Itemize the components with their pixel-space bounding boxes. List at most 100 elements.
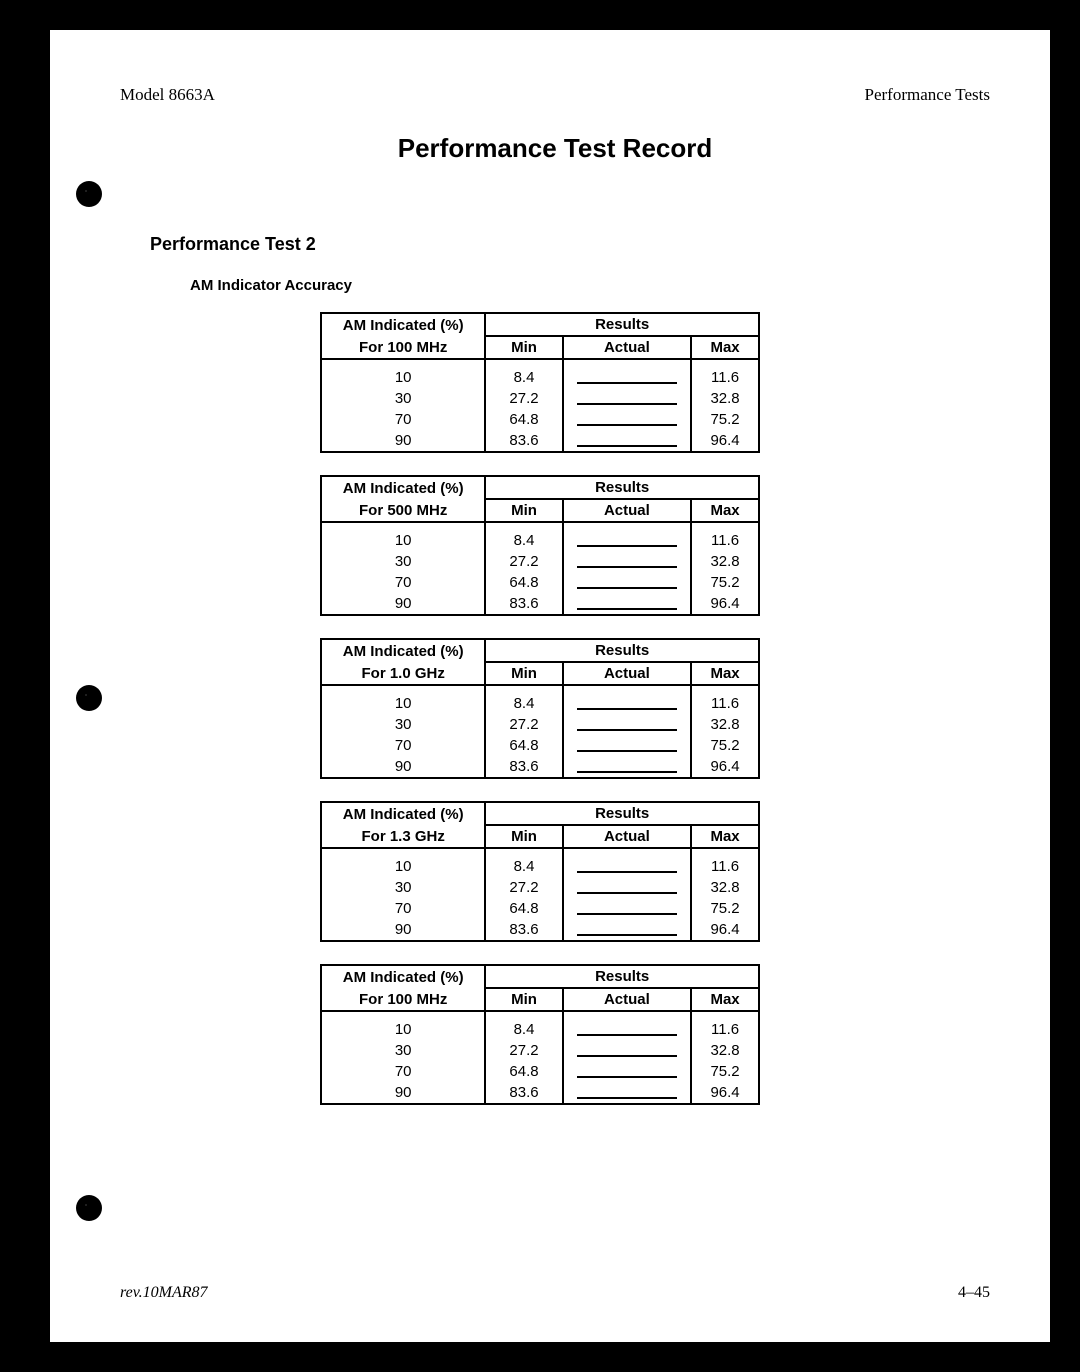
table-row: 108.411.6 — [321, 530, 759, 551]
cell-max: 32.8 — [691, 714, 759, 735]
table-row: 108.411.6 — [321, 1019, 759, 1040]
cell-am: 10 — [321, 1019, 485, 1040]
cell-min: 64.8 — [485, 735, 562, 756]
table-row: 108.411.6 — [321, 693, 759, 714]
cell-am: 90 — [321, 430, 485, 452]
cell-actual — [563, 919, 691, 941]
table-row: 7064.8 75.2 — [321, 409, 759, 430]
table-row: 3027.2 32.8 — [321, 877, 759, 898]
blank-line — [577, 1045, 677, 1057]
table-row: 9083.696.4 — [321, 593, 759, 615]
cell-am: 10 — [321, 367, 485, 388]
cell-max: 75.2 — [691, 735, 759, 756]
table-row: 9083.696.4 — [321, 756, 759, 778]
cell-min: 27.2 — [485, 551, 562, 572]
cell-am: 90 — [321, 1082, 485, 1104]
cell-max: 75.2 — [691, 1061, 759, 1082]
col-header-am: AM Indicated (%) — [321, 802, 485, 825]
blank-line — [577, 903, 677, 915]
col-header-am: AM Indicated (%) — [321, 313, 485, 336]
table-row: 108.4 11.6 — [321, 367, 759, 388]
cell-max: 11.6 — [691, 856, 759, 877]
cell-max: 11.6 — [691, 367, 759, 388]
test-table: AM Indicated (%)ResultsFor 100 MHzMinAct… — [320, 964, 760, 1105]
col-header-am: AM Indicated (%) — [321, 476, 485, 499]
blank-line — [577, 924, 677, 936]
col-header-actual: Actual — [563, 336, 691, 359]
table-row: 7064.8 75.2 — [321, 1061, 759, 1082]
cell-am: 70 — [321, 898, 485, 919]
running-footer: rev.10MAR87 4–45 — [120, 1284, 990, 1302]
col-header-max: Max — [691, 336, 759, 359]
blank-line — [577, 740, 677, 752]
cell-am: 90 — [321, 919, 485, 941]
test-table: AM Indicated (%)ResultsFor 100 MHzMinAct… — [320, 312, 760, 453]
freq-label: For 100 MHz — [321, 988, 485, 1011]
table-row: 7064.875.2 — [321, 572, 759, 593]
blank-line — [577, 1087, 677, 1099]
blank-line — [577, 372, 677, 384]
freq-label: For 1.3 GHz — [321, 825, 485, 848]
scanned-page: Model 8663A Performance Tests Performanc… — [50, 30, 1050, 1342]
blank-line — [577, 535, 677, 547]
page-title: Performance Test Record — [120, 133, 990, 164]
cell-actual — [563, 735, 691, 756]
cell-min: 27.2 — [485, 388, 562, 409]
cell-am: 70 — [321, 409, 485, 430]
cell-am: 10 — [321, 693, 485, 714]
cell-min: 83.6 — [485, 430, 562, 452]
table-row: 3027.232.8 — [321, 714, 759, 735]
cell-actual — [563, 1061, 691, 1082]
col-header-min: Min — [485, 499, 562, 522]
cell-min: 83.6 — [485, 593, 562, 615]
table-row: 7064.875.2 — [321, 735, 759, 756]
cell-min: 64.8 — [485, 1061, 562, 1082]
cell-actual — [563, 367, 691, 388]
cell-am: 30 — [321, 551, 485, 572]
cell-min: 27.2 — [485, 877, 562, 898]
blank-line — [577, 1024, 677, 1036]
blank-line — [577, 414, 677, 426]
blank-line — [577, 698, 677, 710]
cell-am: 30 — [321, 1040, 485, 1061]
cell-actual — [563, 898, 691, 919]
cell-max: 11.6 — [691, 1019, 759, 1040]
blank-line — [577, 882, 677, 894]
freq-label: For 500 MHz — [321, 499, 485, 522]
table-row: 9083.696.4 — [321, 1082, 759, 1104]
test-table: AM Indicated (%)ResultsFor 1.3 GHzMinAct… — [320, 801, 760, 942]
table-row: 9083.696.4 — [321, 919, 759, 941]
table-row: 3027.232.8 — [321, 388, 759, 409]
cell-max: 96.4 — [691, 919, 759, 941]
col-header-results: Results — [485, 639, 759, 662]
cell-max: 32.8 — [691, 877, 759, 898]
freq-label: For 1.0 GHz — [321, 662, 485, 685]
col-header-actual: Actual — [563, 988, 691, 1011]
cell-min: 8.4 — [485, 530, 562, 551]
blank-line — [577, 435, 677, 447]
table-row: 3027.232.8 — [321, 551, 759, 572]
cell-am: 10 — [321, 530, 485, 551]
cell-am: 90 — [321, 756, 485, 778]
cell-am: 30 — [321, 877, 485, 898]
cell-max: 75.2 — [691, 898, 759, 919]
cell-actual — [563, 1082, 691, 1104]
test-heading: Performance Test 2 — [150, 234, 990, 255]
page-number: 4–45 — [958, 1284, 990, 1302]
col-header-actual: Actual — [563, 499, 691, 522]
table-row: 7064.875.2 — [321, 898, 759, 919]
col-header-am: AM Indicated (%) — [321, 639, 485, 662]
cell-am: 10 — [321, 856, 485, 877]
table-row: 108.411.6 — [321, 856, 759, 877]
cell-am: 70 — [321, 1061, 485, 1082]
cell-min: 64.8 — [485, 572, 562, 593]
revision-label: rev.10MAR87 — [120, 1284, 208, 1302]
punch-hole-icon — [76, 1195, 102, 1221]
cell-min: 8.4 — [485, 367, 562, 388]
cell-max: 75.2 — [691, 409, 759, 430]
cell-min: 64.8 — [485, 409, 562, 430]
punch-hole-icon — [76, 181, 102, 207]
col-header-min: Min — [485, 988, 562, 1011]
cell-max: 32.8 — [691, 388, 759, 409]
cell-actual — [563, 572, 691, 593]
